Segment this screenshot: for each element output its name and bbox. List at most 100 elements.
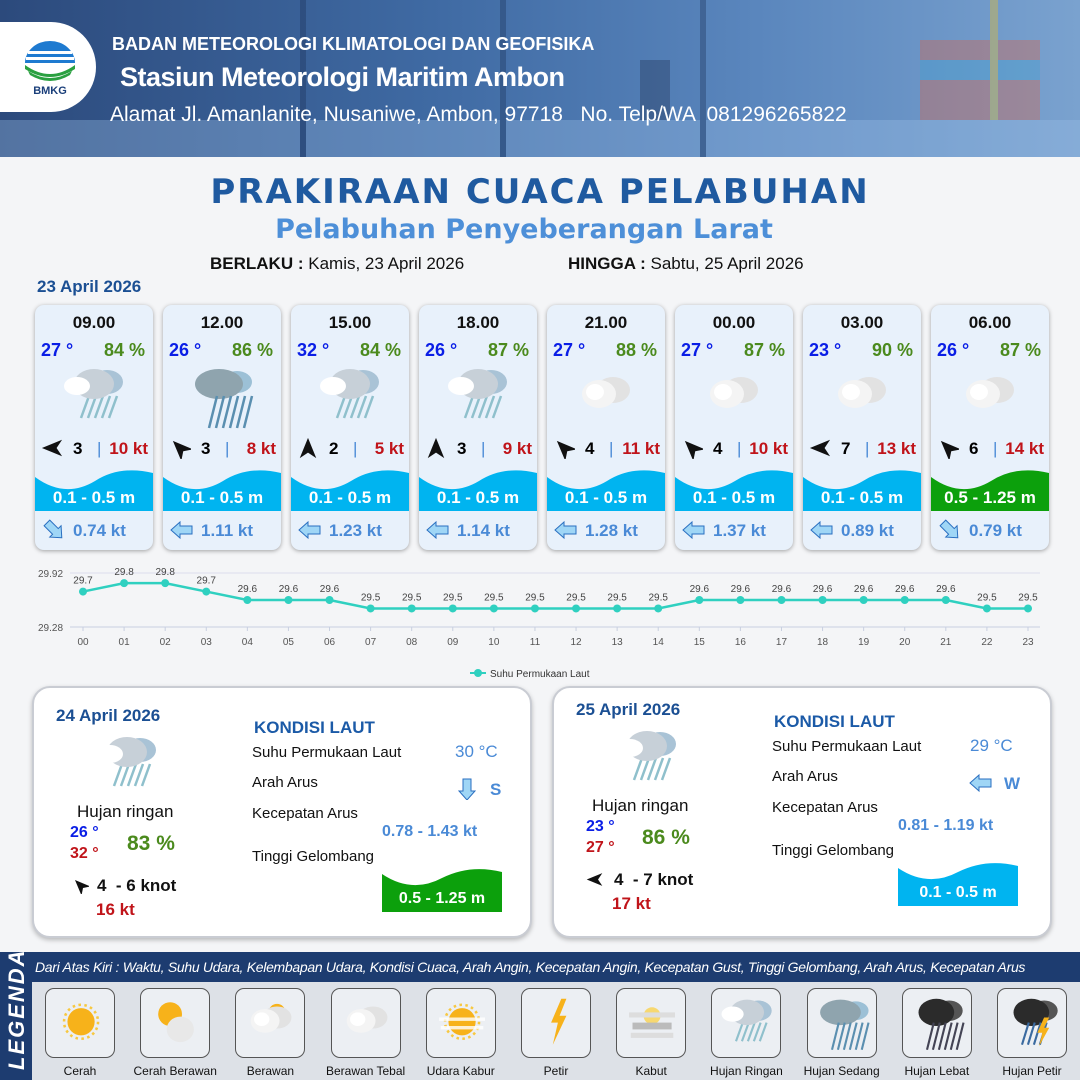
card-current-speed: 1.11 kt — [201, 521, 253, 540]
legend-item-hujan-ringan — [711, 988, 782, 1058]
current-direction-icon — [939, 519, 959, 539]
hujan-ringan-icon — [97, 737, 156, 787]
forecast-card: 09.00 27 ° 84 % 3 | 10 kt 0.1 - 0.5 m 0.… — [35, 305, 153, 550]
card-current-speed: 0.74 kt — [73, 521, 126, 540]
x-tick-label: 17 — [776, 637, 788, 648]
current-direction-icon — [298, 520, 321, 540]
card-humidity: 87 % — [999, 340, 1041, 360]
data-point — [284, 596, 293, 604]
card-current-speed: 1.28 kt — [585, 521, 638, 540]
panel-temp-min: 23 ° — [586, 818, 615, 835]
wave-shape — [35, 470, 153, 511]
tinggi-gelombang-value: 0.1 - 0.5 m — [919, 884, 997, 901]
legend-label: Suhu Permukaan Laut — [490, 669, 590, 680]
x-tick-label: 13 — [612, 637, 624, 648]
series-line — [82, 581, 1028, 610]
data-label: 29.6 — [690, 584, 710, 595]
legend-item-berawan-tebal — [330, 988, 401, 1058]
legend-description: Dari Atas Kiri : Waktu, Suhu Udara, Kele… — [35, 959, 1026, 975]
current-direction-icon — [170, 520, 193, 540]
card-humidity: 90 % — [871, 340, 913, 360]
x-tick-label: 11 — [530, 637, 541, 648]
y-tick-label: 29.92 — [38, 569, 63, 580]
card-time: 03.00 — [840, 313, 884, 332]
hujan-ringan-icon — [448, 369, 507, 419]
current-direction-icon — [43, 519, 63, 539]
forecast-card: 03.00 23 ° 90 % 7 | 13 kt 0.1 - 0.5 m 0.… — [803, 305, 921, 550]
berawan-icon — [251, 1003, 292, 1033]
berawan-tebal-icon — [582, 377, 630, 408]
card-temperature: 23 ° — [809, 340, 842, 360]
wave-shape — [291, 470, 409, 511]
separator: | — [993, 439, 998, 458]
x-tick-label: 07 — [365, 637, 377, 648]
x-tick-label: 20 — [899, 637, 911, 648]
card-gust: 9 kt — [502, 439, 532, 458]
data-point — [448, 604, 457, 613]
berawan-tebal-icon — [838, 377, 886, 408]
sst-chart: 29.92 29.28 00 29.7 01 29.8 02 29.8 03 29.7 04 29.6… — [38, 567, 1040, 680]
legend-item-petir — [521, 988, 591, 1058]
separator: | — [225, 439, 230, 458]
card-time: 15.00 — [328, 313, 372, 332]
kecepatan-value: 0.78 - 1.43 kt — [382, 823, 478, 840]
card-current-speed: 1.23 kt — [329, 521, 382, 540]
day-panel-25: 25 April 2026 Hujan ringan 23 ° 27 ° 86 … — [552, 686, 1052, 938]
card-gust: 13 kt — [877, 439, 916, 458]
wave-shape — [898, 863, 1018, 906]
logo-text: BMKG — [33, 85, 67, 97]
data-point — [572, 604, 581, 613]
data-point — [777, 596, 786, 604]
current-direction-icon — [969, 773, 992, 793]
data-point — [202, 587, 211, 596]
cerah-icon — [62, 1003, 100, 1041]
x-tick-label: 15 — [694, 637, 706, 648]
legend-item-hujan-petir — [997, 988, 1067, 1058]
legend-title: LEGENDA — [4, 948, 29, 1070]
legend-item-berawan — [235, 988, 306, 1058]
current-direction-icon — [810, 520, 833, 540]
card-humidity: 87 % — [743, 340, 785, 360]
card-gust: 14 kt — [1005, 439, 1044, 458]
card-wave-height: 0.1 - 0.5 m — [308, 488, 392, 507]
card-temperature: 26 ° — [169, 340, 202, 360]
card-temperature: 26 ° — [425, 340, 458, 360]
valid-from-value: Kamis, 23 April 2026 — [308, 254, 465, 273]
separator: | — [481, 439, 486, 458]
wind-direction-icon — [809, 439, 831, 457]
data-label: 29.7 — [73, 576, 93, 587]
x-tick-label: 16 — [735, 637, 747, 648]
separator: | — [609, 439, 614, 458]
valid-from: BERLAKU : Kamis, 23 April 2026 — [210, 254, 464, 274]
kecepatan-label: Kecepatan Arus — [772, 799, 878, 816]
legend-item-label: Hujan Petir — [1002, 1064, 1062, 1078]
x-tick-label: 02 — [160, 637, 172, 648]
data-label: 29.5 — [402, 592, 422, 603]
card-gust: 11 kt — [622, 439, 660, 458]
x-tick-label: 22 — [981, 637, 993, 648]
card-wave-height: 0.1 - 0.5 m — [52, 488, 136, 507]
current-direction-icon — [682, 520, 705, 540]
data-point — [654, 604, 663, 613]
data-label: 29.6 — [320, 584, 340, 595]
legend-item-label: Petir — [543, 1064, 569, 1078]
data-point — [325, 596, 334, 604]
card-wave-height: 0.1 - 0.5 m — [180, 488, 264, 507]
hujan-ringan-icon — [721, 999, 773, 1042]
bmkg-logo: BMKG — [0, 22, 96, 112]
data-label: 29.6 — [936, 584, 956, 595]
legend-item-label: Udara Kabur — [426, 1064, 495, 1078]
card-humidity: 84 % — [359, 340, 401, 360]
data-label: 29.5 — [566, 592, 586, 603]
x-tick-label: 06 — [324, 637, 336, 648]
data-label: 29.8 — [114, 567, 134, 578]
card-wind-speed: 4 — [713, 439, 723, 458]
data-point — [941, 596, 950, 604]
panel-gust: 17 kt — [612, 894, 651, 913]
data-point — [407, 604, 416, 613]
panel-wind: 4 - 6 knot — [97, 876, 177, 895]
x-tick-label: 01 — [119, 637, 131, 648]
x-tick-label: 12 — [570, 637, 582, 648]
data-label: 29.6 — [279, 584, 299, 595]
data-point — [900, 596, 909, 604]
